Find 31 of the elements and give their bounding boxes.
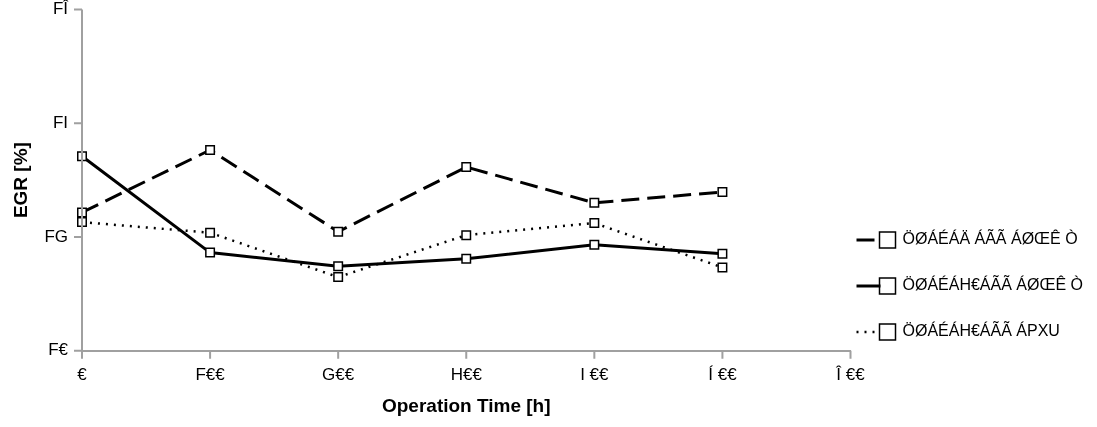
legend-label: ÖØÁÉÁÄ ÁÃÃ ÁØŒÊ Ò — [902, 228, 1078, 248]
text: FG — [44, 226, 68, 246]
point — [717, 248, 728, 259]
x-tick-label: I €€ — [580, 364, 610, 384]
point — [205, 227, 216, 238]
text: F€ — [48, 340, 69, 360]
point — [717, 262, 728, 273]
x-tick-label: H€€ — [450, 364, 483, 384]
point — [717, 186, 728, 197]
point — [461, 253, 472, 264]
legend-label: ÖØÁÉÁH€ÁÃÃ ÁØŒÊ Ò — [902, 274, 1083, 294]
point — [333, 261, 344, 272]
x-tick-label: G€€ — [322, 364, 355, 384]
point — [589, 218, 600, 229]
x-axis-title: Operation Time [h] — [381, 394, 551, 416]
y-axis-title: EGR [%] — [10, 142, 32, 219]
x-tick-label: Î €€ — [835, 364, 866, 384]
point — [589, 239, 600, 250]
x-tick-label: Í €€ — [708, 364, 738, 384]
point — [461, 162, 472, 173]
x-tick-label: F€€ — [195, 364, 226, 384]
point — [205, 145, 216, 155]
point — [333, 272, 344, 283]
point — [461, 230, 472, 241]
point — [333, 226, 344, 237]
x-tick-label: € — [77, 364, 88, 384]
point — [205, 247, 216, 258]
text: FI — [52, 112, 68, 132]
text: FÎ — [52, 0, 70, 19]
point — [589, 197, 600, 208]
legend-label: ÖØÁÉÁH€ÁÃÃ ÁPXU — [902, 320, 1060, 340]
